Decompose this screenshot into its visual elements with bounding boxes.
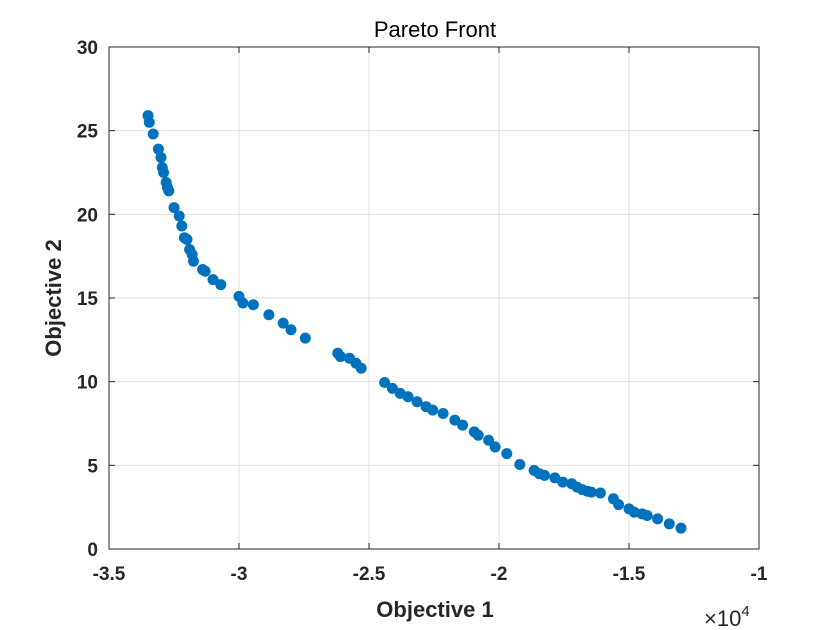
data-point — [355, 362, 367, 374]
x-tick-label: -2.5 — [353, 564, 386, 585]
x-tick-label: -3.5 — [93, 564, 126, 585]
data-point — [489, 441, 501, 453]
data-point — [557, 476, 569, 488]
data-point — [402, 391, 414, 403]
data-point — [594, 487, 606, 499]
data-point — [247, 299, 259, 311]
data-point — [176, 220, 188, 232]
data-point — [158, 167, 170, 178]
data-point — [263, 309, 275, 321]
data-point — [277, 317, 289, 329]
data-point — [449, 414, 461, 426]
data-point — [181, 233, 193, 245]
data-point — [215, 279, 227, 291]
grid-horizontal — [109, 130, 759, 466]
data-point — [147, 128, 159, 140]
x-axis-label: Objective 1 — [376, 597, 493, 622]
data-point — [411, 396, 423, 408]
scatter-points — [142, 110, 687, 534]
data-point — [379, 377, 391, 389]
y-tick-label: 20 — [77, 205, 98, 226]
data-point — [613, 499, 625, 511]
x-tick-label: -2 — [491, 564, 508, 585]
y-tick-label: 30 — [77, 38, 98, 59]
data-point — [652, 513, 664, 525]
data-point — [472, 429, 484, 441]
x-tick-label: -3 — [231, 564, 248, 585]
data-point — [539, 469, 550, 481]
chart-title: Pareto Front — [374, 17, 496, 42]
y-tick-label: 10 — [77, 373, 98, 394]
data-point — [299, 332, 311, 344]
data-point — [437, 407, 449, 419]
data-point — [514, 458, 526, 470]
x-tick-label: -1.5 — [613, 564, 646, 585]
x-axis-exponent: ×104 — [704, 603, 750, 630]
data-point — [168, 202, 180, 214]
data-point — [641, 510, 653, 522]
data-point — [143, 116, 155, 128]
data-point — [334, 351, 346, 363]
data-point — [501, 448, 513, 460]
x-axis-multiplier: ×10 — [704, 606, 741, 630]
data-point — [427, 404, 439, 416]
data-point — [199, 265, 211, 277]
data-point — [386, 382, 398, 394]
data-point — [457, 419, 469, 431]
x-axis-multiplier-exponent: 4 — [741, 603, 749, 620]
y-tick-label: 0 — [87, 540, 98, 561]
y-tick-label: 15 — [77, 289, 99, 310]
data-point — [285, 324, 297, 336]
y-axis-label: Objective 2 — [41, 239, 66, 356]
data-point — [163, 185, 175, 197]
data-point — [585, 486, 597, 498]
data-point — [237, 297, 249, 309]
data-point — [173, 210, 185, 222]
y-tick-label: 5 — [87, 456, 98, 477]
x-axis-ticks: -3.5 -3 -2.5 -2 -1.5 -1 — [93, 47, 768, 585]
x-tick-label: -1 — [751, 564, 768, 585]
data-point — [675, 522, 687, 534]
y-axis-ticks: 0 5 10 15 20 25 30 — [77, 38, 759, 561]
data-point — [155, 151, 167, 163]
data-point — [663, 518, 675, 530]
data-point — [152, 143, 164, 155]
data-point — [207, 274, 219, 286]
y-tick-label: 25 — [77, 122, 99, 143]
data-point — [188, 255, 199, 267]
